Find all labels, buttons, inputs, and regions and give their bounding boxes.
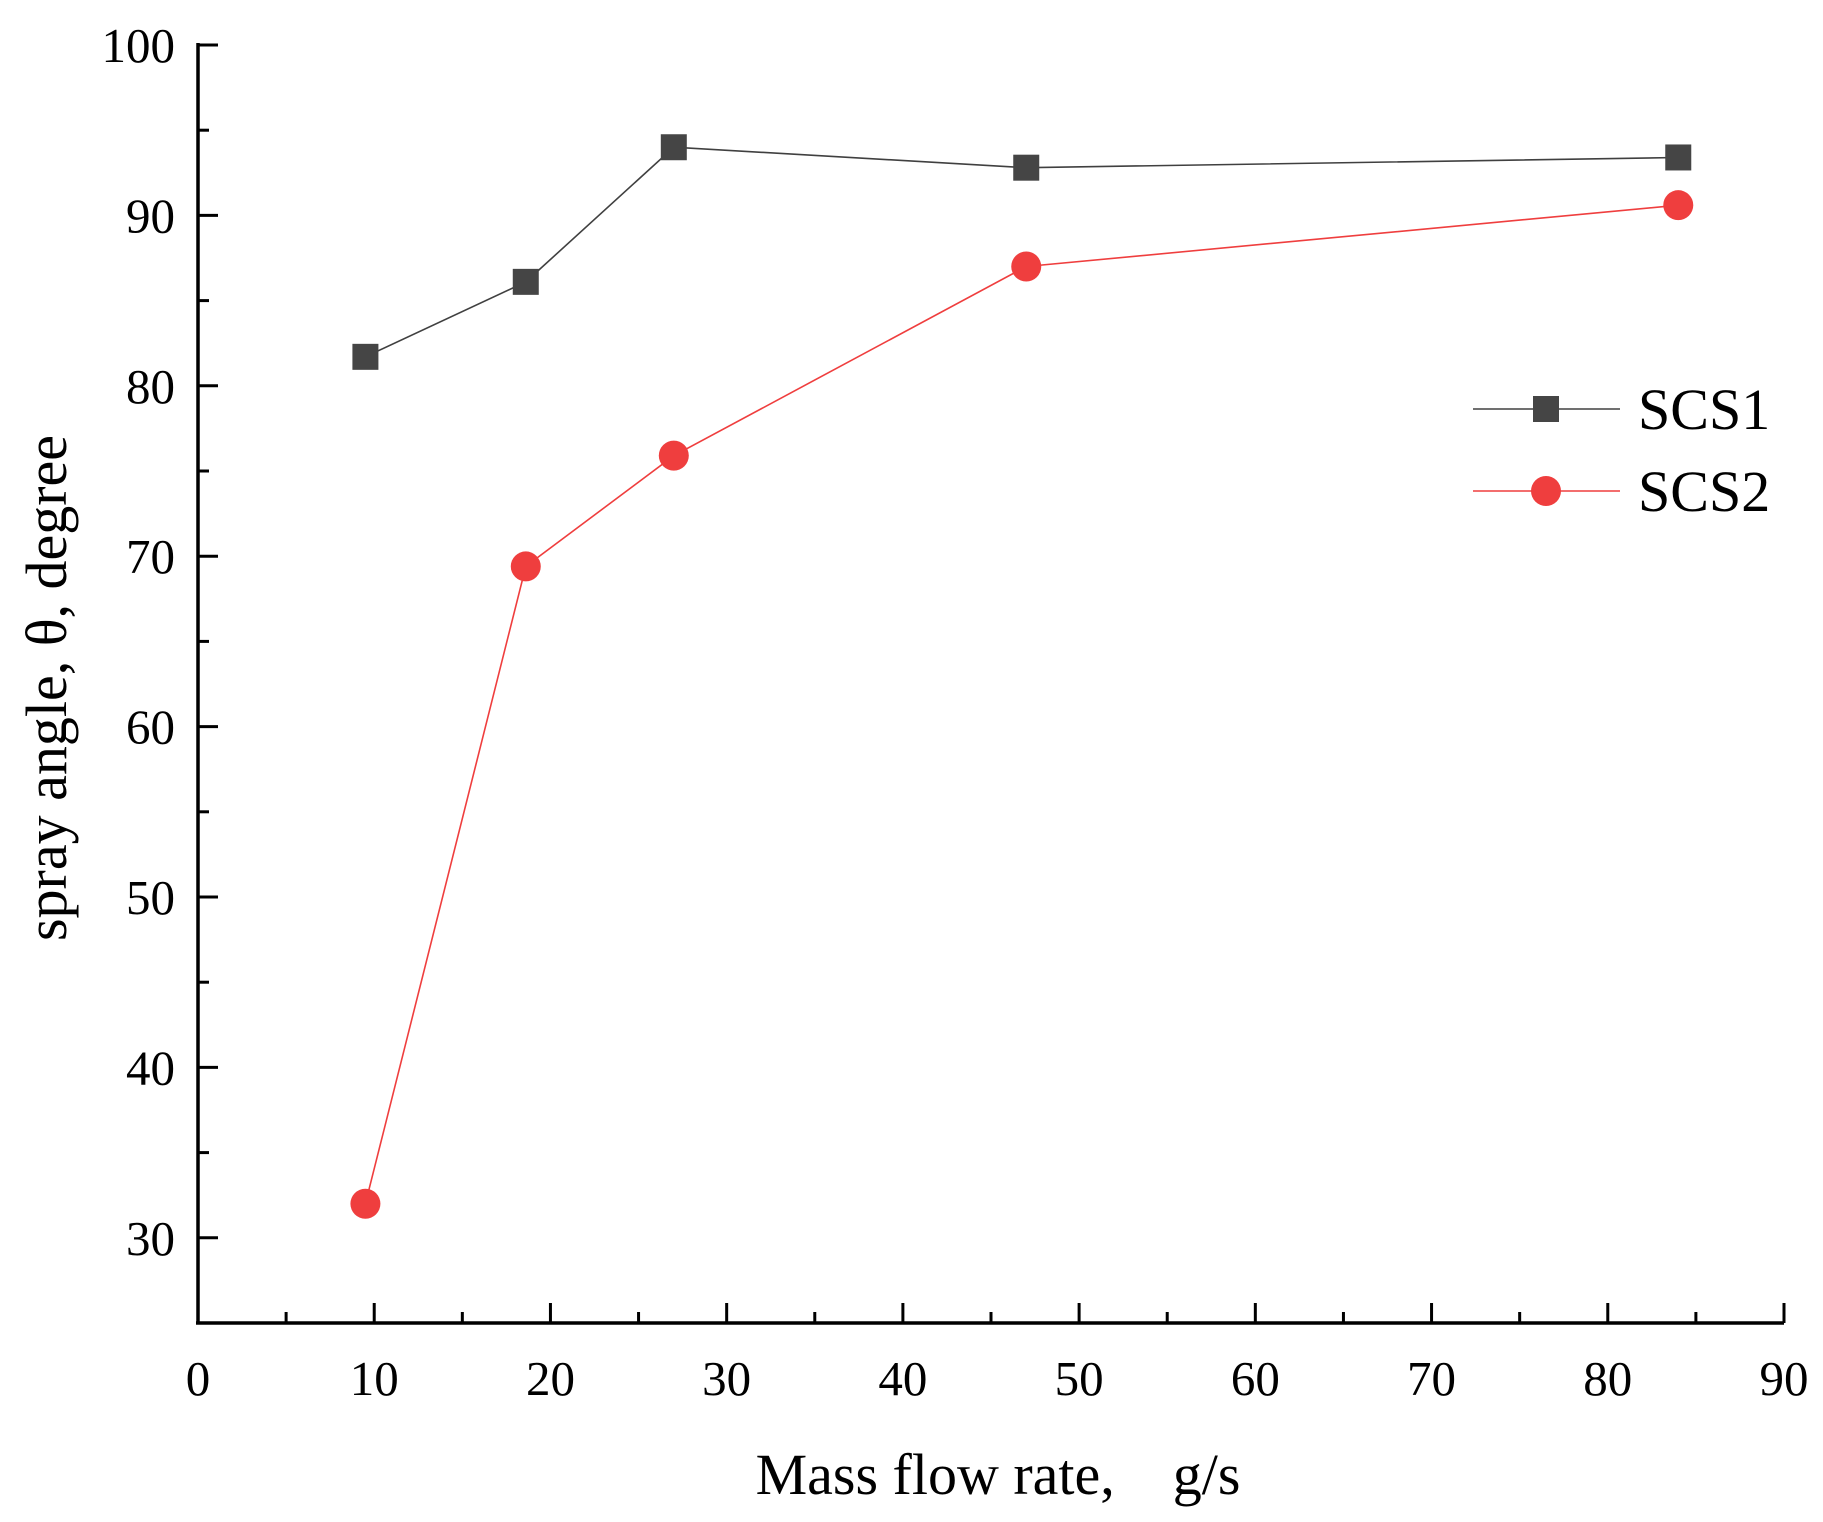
data-point-scs1 bbox=[512, 268, 539, 295]
legend-label-scs2: SCS2 bbox=[1638, 459, 1770, 524]
series-layer bbox=[350, 134, 1694, 1219]
y-tick-label: 80 bbox=[126, 359, 175, 414]
data-point-scs2 bbox=[1663, 190, 1694, 221]
x-tick-label: 0 bbox=[186, 1351, 211, 1406]
ticks: 0 10 20 30 40 50 60 70 80 90 30 40 50 60 70 80 90 100 bbox=[102, 18, 1809, 1406]
data-point-scs1 bbox=[1665, 144, 1692, 171]
x-tick-label: 20 bbox=[526, 1351, 575, 1406]
legend-marker-scs2 bbox=[1531, 476, 1561, 506]
x-tick-label: 80 bbox=[1583, 1351, 1632, 1406]
x-tick-label: 70 bbox=[1407, 1351, 1456, 1406]
data-point-scs1 bbox=[352, 343, 379, 370]
data-point-scs2 bbox=[510, 551, 541, 582]
y-tick-label: 90 bbox=[126, 188, 175, 243]
data-point-scs2 bbox=[350, 1188, 381, 1219]
legend-marker-scs1 bbox=[1533, 396, 1559, 422]
x-tick-label: 60 bbox=[1231, 1351, 1280, 1406]
y-tick-label: 30 bbox=[126, 1211, 175, 1266]
x-tick-label: 90 bbox=[1760, 1351, 1809, 1406]
legend: SCS1 SCS2 bbox=[1473, 377, 1770, 524]
y-tick-label: 50 bbox=[126, 870, 175, 925]
y-tick-label: 70 bbox=[126, 529, 175, 584]
y-tick-label: 100 bbox=[102, 18, 176, 73]
series-line-scs2 bbox=[364, 204, 1679, 1204]
x-tick-label: 50 bbox=[1055, 1351, 1104, 1406]
data-point-scs1 bbox=[1013, 154, 1040, 181]
x-tick-label: 10 bbox=[350, 1351, 399, 1406]
x-tick-label: 40 bbox=[878, 1351, 927, 1406]
legend-label-scs1: SCS1 bbox=[1638, 377, 1770, 442]
y-tick-label: 60 bbox=[126, 700, 175, 755]
data-point-scs2 bbox=[1011, 251, 1042, 282]
data-point-scs1 bbox=[660, 134, 687, 161]
y-axis-title: spray angle, θ, degree bbox=[14, 435, 79, 941]
y-tick-label: 40 bbox=[126, 1040, 175, 1095]
x-tick-label: 30 bbox=[702, 1351, 751, 1406]
data-point-scs2 bbox=[658, 440, 689, 471]
axes bbox=[196, 43, 1784, 1325]
x-axis-title: Mass flow rate, g/s bbox=[756, 1442, 1241, 1507]
